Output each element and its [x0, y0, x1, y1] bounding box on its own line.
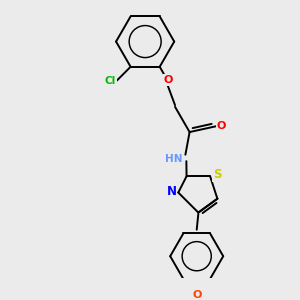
Text: N: N: [167, 185, 177, 198]
Text: HN: HN: [165, 154, 182, 164]
Text: O: O: [192, 290, 201, 300]
Text: Cl: Cl: [105, 76, 116, 85]
Text: O: O: [164, 75, 173, 85]
Text: S: S: [213, 168, 221, 181]
Text: O: O: [217, 121, 226, 130]
